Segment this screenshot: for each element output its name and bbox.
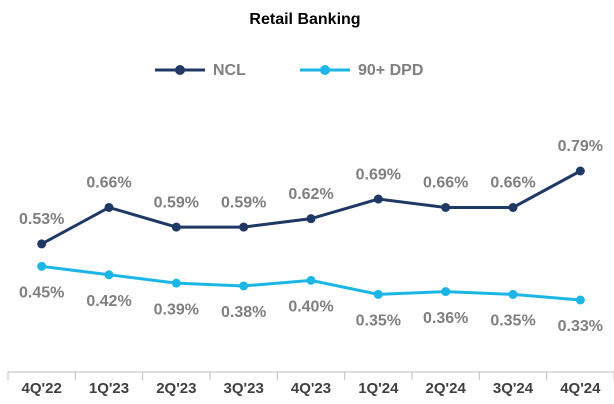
- point: [104, 270, 114, 280]
- point: [306, 275, 316, 285]
- point: [171, 222, 181, 232]
- point: [508, 202, 518, 212]
- data-label: 0.45%: [19, 285, 64, 302]
- data-label: 0.38%: [221, 304, 266, 321]
- data-label: 0.59%: [221, 194, 266, 211]
- point: [171, 278, 181, 288]
- data-label: 0.66%: [86, 175, 131, 192]
- data-label: 0.59%: [154, 194, 199, 211]
- legend-label: NCL: [213, 62, 246, 79]
- x-tick-label: 3Q'23: [224, 380, 264, 397]
- legend-marker: [175, 65, 185, 75]
- point: [104, 202, 114, 212]
- data-label: 0.69%: [356, 166, 401, 183]
- point: [575, 295, 585, 305]
- point: [37, 239, 47, 249]
- x-tick-label: 1Q'23: [89, 380, 129, 397]
- x-tick-label: 1Q'24: [358, 380, 399, 397]
- point: [441, 202, 451, 212]
- point: [508, 289, 518, 299]
- chart-title: Retail Banking: [249, 11, 360, 28]
- data-label: 0.35%: [356, 313, 401, 330]
- x-tick-label: 3Q'24: [493, 380, 534, 397]
- data-label: 0.79%: [558, 138, 603, 155]
- data-label: 0.42%: [86, 293, 131, 310]
- point: [441, 287, 451, 297]
- point: [373, 194, 383, 204]
- data-label: 0.35%: [490, 313, 535, 330]
- x-tick-label: 4Q'23: [291, 380, 331, 397]
- x-tick-label: 2Q'24: [426, 380, 467, 397]
- point: [373, 289, 383, 299]
- data-label: 0.39%: [154, 301, 199, 318]
- x-tick-label: 4Q'24: [560, 380, 601, 397]
- data-label: 0.66%: [423, 175, 468, 192]
- x-tick-label: 2Q'23: [156, 380, 196, 397]
- point: [37, 261, 47, 271]
- point: [306, 214, 316, 224]
- point: [575, 166, 585, 176]
- data-label: 0.62%: [288, 186, 333, 203]
- data-label: 0.53%: [19, 211, 64, 228]
- data-label: 0.36%: [423, 310, 468, 327]
- data-label: 0.33%: [558, 318, 603, 335]
- point: [239, 222, 249, 232]
- data-label: 0.40%: [288, 299, 333, 316]
- legend-marker: [320, 65, 330, 75]
- legend-label: 90+ DPD: [358, 62, 423, 79]
- data-label: 0.66%: [490, 175, 535, 192]
- x-tick-label: 4Q'22: [22, 380, 62, 397]
- point: [239, 281, 249, 291]
